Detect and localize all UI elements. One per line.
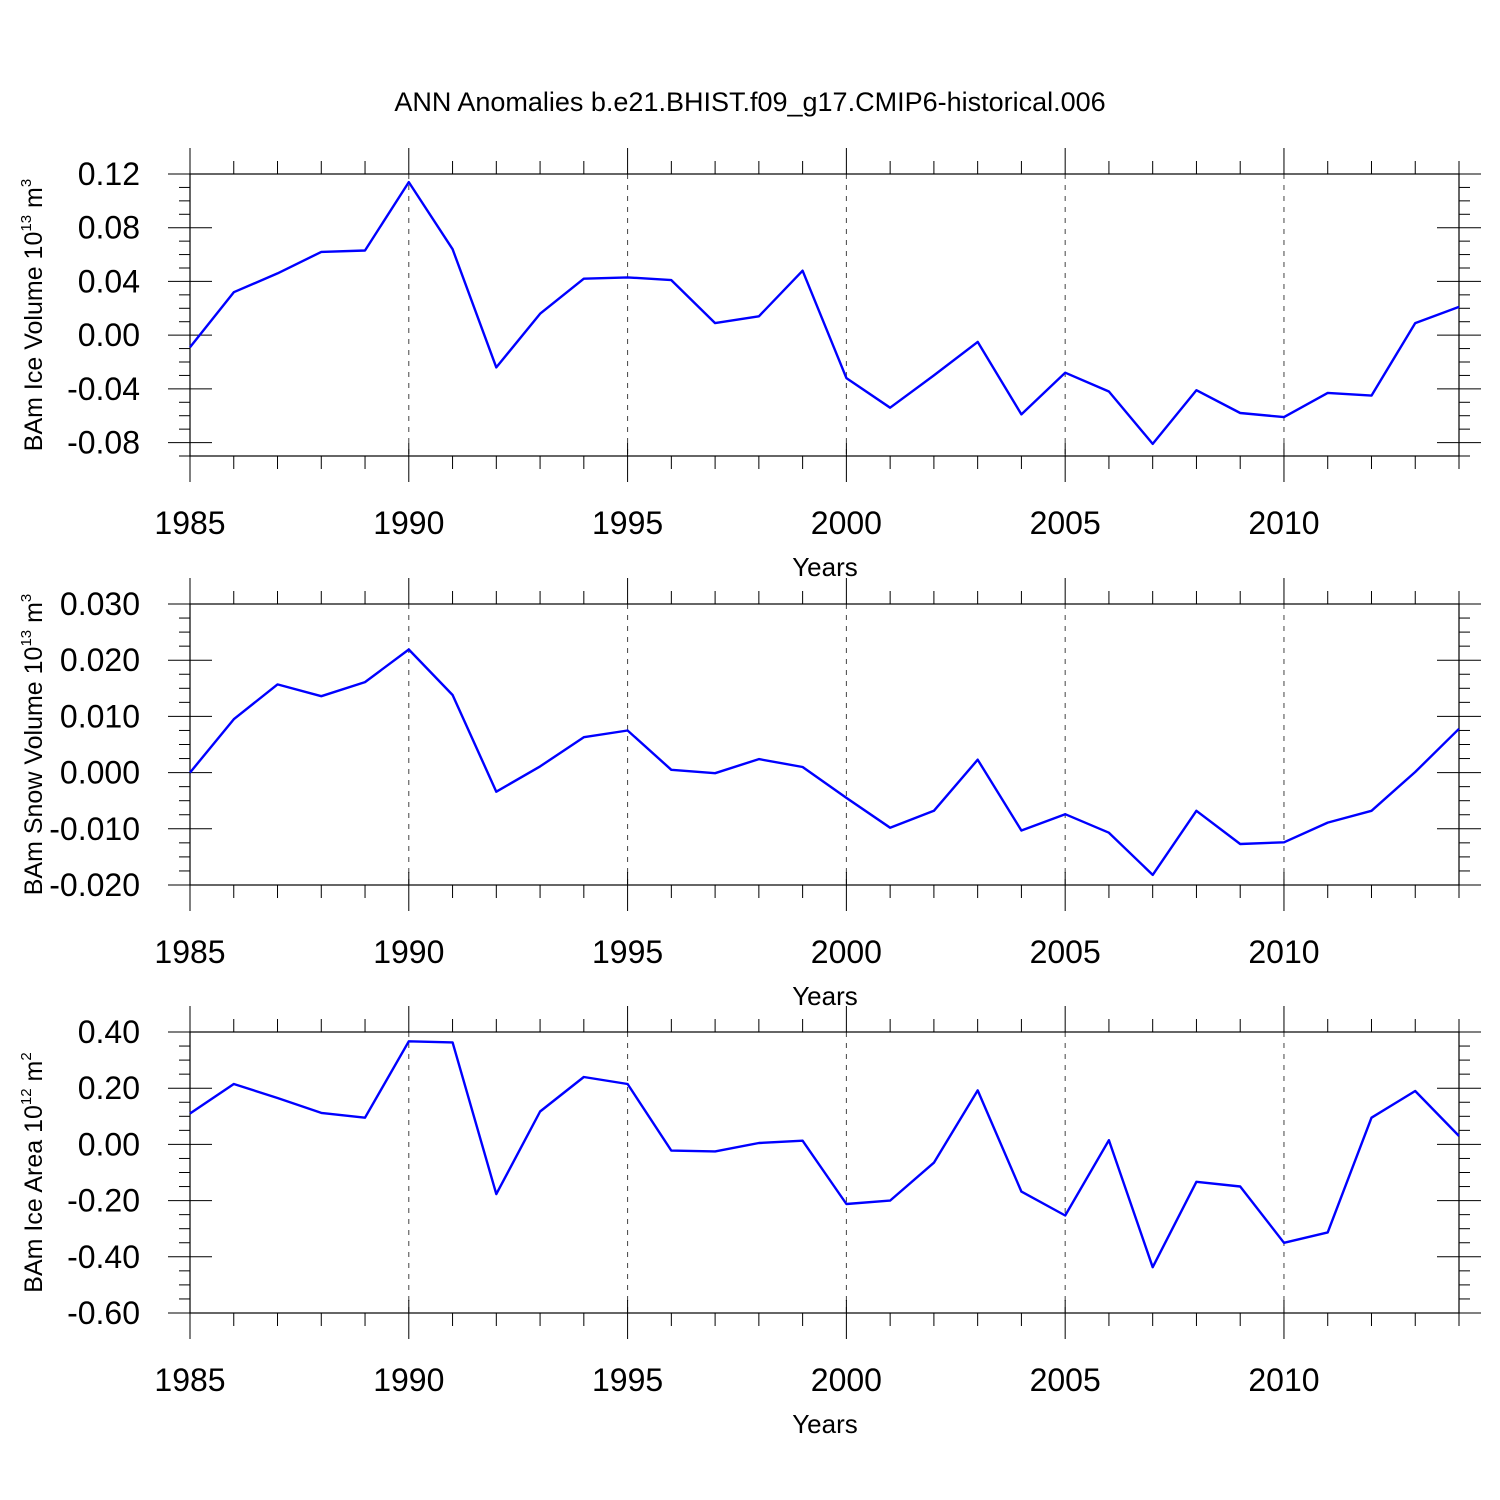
panel-2-y-axis-label-exponent: 13 xyxy=(18,630,35,647)
panel-2-x-axis-label: Years xyxy=(792,981,858,1011)
panel-3-x-tick-label: 2010 xyxy=(1248,1362,1319,1398)
panel-2-x-tick-label: 2010 xyxy=(1248,934,1319,970)
panel-2-y-tick-label: -0.010 xyxy=(49,811,140,847)
panel-2-x-tick-label: 1985 xyxy=(154,934,225,970)
panel-1-y-tick-label: 0.08 xyxy=(78,210,140,246)
panel-1-y-tick-label: 0.04 xyxy=(78,263,140,299)
panel-1-series-line xyxy=(189,180,1460,446)
panel-1-plot-frame xyxy=(189,173,1460,457)
panel-3-series-line xyxy=(189,1040,1460,1269)
figure-title: ANN Anomalies b.e21.BHIST.f09_g17.CMIP6-… xyxy=(394,87,1105,117)
panel-3-y-axis-label: BAm Ice Area 1012 m2 xyxy=(18,1052,48,1292)
panel-2-x-tick-label: 1995 xyxy=(592,934,663,970)
panel-1: 0.12 0.08 0.04 0.00 -0.04 -0.08 1985 1990 1995 20… xyxy=(18,148,1481,582)
panel-2-y-axis-label-unit-exponent: 3 xyxy=(18,594,35,602)
panel-1-y-axis-label-unit: m xyxy=(20,187,48,215)
panel-2-y-tick-label: -0.020 xyxy=(49,867,140,903)
panel-1-y-axis-label: BAm Ice Volume 1013 m3 xyxy=(18,179,48,451)
panel-2-y-axis-label-text: BAm Snow Volume 10 xyxy=(20,647,48,896)
panel-3: 0.40 0.20 0.00 -0.20 -0.40 -0.60 1985 1990 1995 2… xyxy=(18,1006,1481,1439)
panel-2-y-axis-label: BAm Snow Volume 1013 m3 xyxy=(18,594,48,896)
panel-3-y-tick-label: 0.00 xyxy=(78,1126,140,1162)
panel-1-x-tick-label: 1995 xyxy=(592,505,663,541)
panel-3-y-axis-label-text: BAm Ice Area 10 xyxy=(20,1105,48,1293)
panel-1-y-tick-label: -0.08 xyxy=(67,425,140,461)
panel-3-x-tick-label: 2005 xyxy=(1030,1362,1101,1398)
panel-3-x-tick-label: 1995 xyxy=(592,1362,663,1398)
panel-3-x-axis-label: Years xyxy=(792,1409,858,1439)
panel-3-x-tick-label: 1990 xyxy=(373,1362,444,1398)
panel-1-x-tick-label: 1990 xyxy=(373,505,444,541)
panel-1-y-tick-label: -0.04 xyxy=(67,371,140,407)
panel-1-y-tick-label: 0.00 xyxy=(78,317,140,353)
panel-1-x-tick-label: 2005 xyxy=(1030,505,1101,541)
panel-2-y-tick-label: 0.000 xyxy=(60,755,140,791)
panel-3-x-tick-label: 2000 xyxy=(811,1362,882,1398)
panel-3-y-axis-label-exponent: 12 xyxy=(18,1088,35,1105)
panel-1-y-axis-label-exponent: 13 xyxy=(18,215,35,232)
panel-3-y-axis-label-unit-exponent: 2 xyxy=(18,1052,35,1060)
panel-1-y-tick-label: 0.12 xyxy=(78,156,140,192)
panel-1-x-tick-label: 2010 xyxy=(1248,505,1319,541)
panel-1-y-axis-label-text: BAm Ice Volume 10 xyxy=(20,232,48,452)
panel-3-x-tick-label: 1985 xyxy=(154,1362,225,1398)
panel-1-x-axis-label: Years xyxy=(792,552,858,582)
panel-3-y-axis-label-unit: m xyxy=(20,1061,48,1089)
panel-3-y-tick-label: 0.20 xyxy=(78,1070,140,1106)
panel-2-x-tick-label: 2005 xyxy=(1030,934,1101,970)
panel-2-y-tick-label: 0.020 xyxy=(60,642,140,678)
panel-2-x-tick-label: 2000 xyxy=(811,934,882,970)
panel-2-y-tick-label: 0.010 xyxy=(60,698,140,734)
panel-2-y-axis-label-unit: m xyxy=(20,602,48,630)
panel-1-x-tick-label: 2000 xyxy=(811,505,882,541)
panel-1-y-axis-label-unit-exponent: 3 xyxy=(18,179,35,187)
panel-2-y-tick-label: 0.030 xyxy=(60,586,140,622)
panel-1-x-tick-label: 1985 xyxy=(154,505,225,541)
panel-3-plot-frame xyxy=(189,1031,1460,1314)
panel-3-y-tick-label: -0.60 xyxy=(67,1295,140,1331)
panel-3-y-tick-label: 0.40 xyxy=(78,1014,140,1050)
panel-3-y-tick-label: -0.20 xyxy=(67,1183,140,1219)
panel-2-series-line xyxy=(189,648,1460,877)
panel-2-x-tick-label: 1990 xyxy=(373,934,444,970)
panel-3-y-tick-label: -0.40 xyxy=(67,1239,140,1275)
panel-2: 0.030 0.020 0.010 0.000 -0.010 -0.020 1985 1990… xyxy=(18,578,1481,1011)
panel-2-plot-frame xyxy=(189,603,1460,886)
